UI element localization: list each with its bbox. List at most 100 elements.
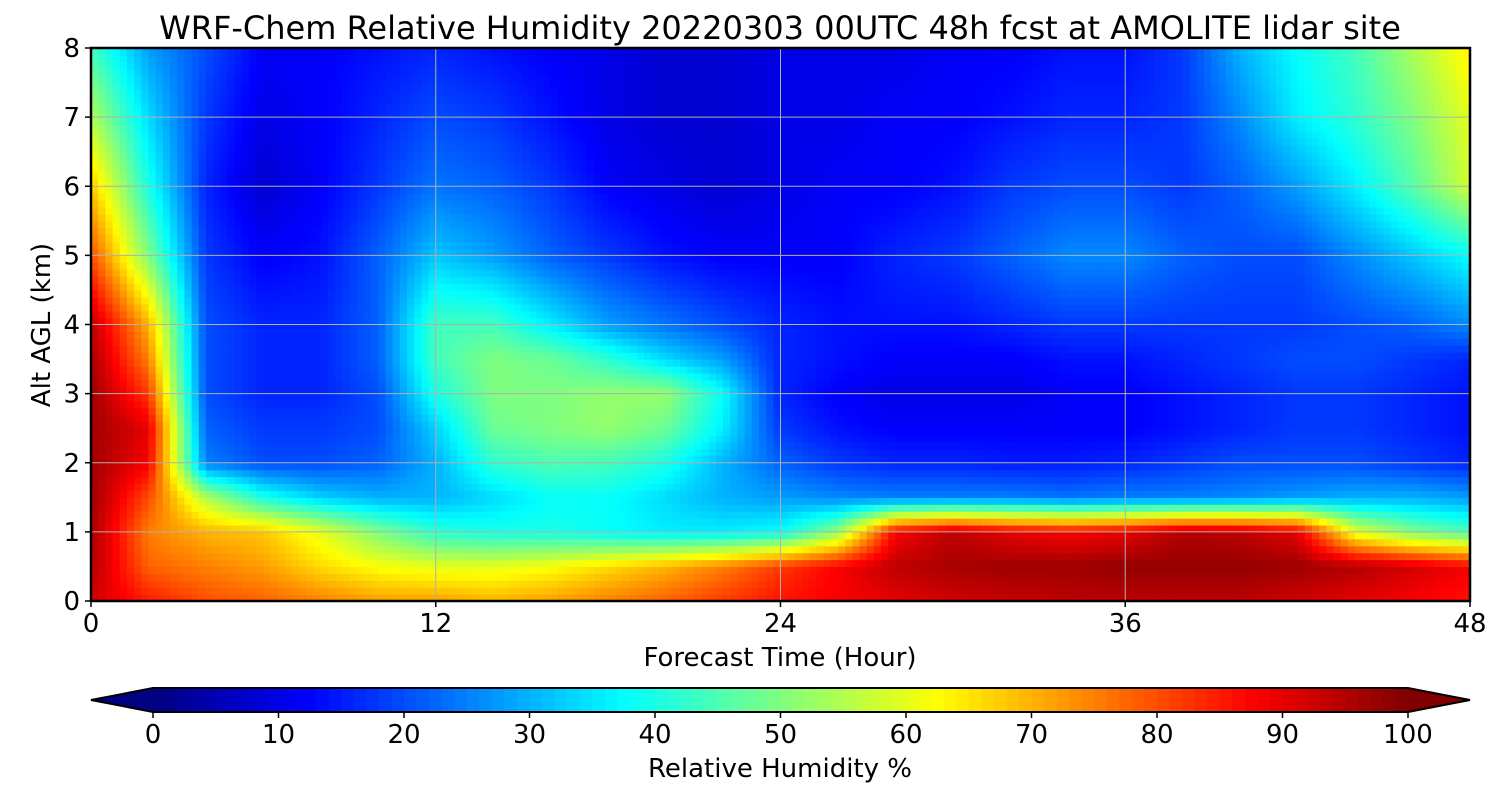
rh-cell <box>414 518 422 526</box>
rh-cell <box>299 518 308 526</box>
rh-cell <box>895 435 904 443</box>
rh-cell <box>967 435 976 443</box>
rh-cell <box>213 511 221 519</box>
rh-cell <box>758 545 767 554</box>
rh-cell <box>457 594 466 601</box>
rh-cell <box>342 587 351 595</box>
rh-cell <box>1067 483 1076 491</box>
rh-cell <box>1118 435 1126 443</box>
rh-cell <box>213 518 221 526</box>
rh-cell <box>399 566 408 574</box>
rh-cell <box>773 455 782 464</box>
rh-cell <box>701 559 710 568</box>
rh-cell <box>1340 538 1349 547</box>
rh-cell <box>1096 483 1105 491</box>
rh-cell <box>184 497 193 505</box>
rh-cell <box>1132 552 1141 561</box>
rh-cell <box>974 469 983 478</box>
rh-cell <box>162 435 171 443</box>
rh-cell <box>1046 483 1055 491</box>
rh-cell <box>586 455 595 464</box>
rh-cell <box>687 435 695 443</box>
rh-cell <box>141 587 150 595</box>
rh-cell <box>292 545 300 554</box>
rh-cell <box>177 455 185 464</box>
rh-cell <box>1182 497 1191 505</box>
rh-cell <box>342 483 351 491</box>
rh-cell <box>1311 469 1320 478</box>
rh-cell <box>91 511 99 519</box>
rh-cell <box>787 511 796 519</box>
rh-cell <box>392 538 401 547</box>
rh-cell <box>457 552 466 561</box>
rh-cell <box>428 469 437 478</box>
rh-cell <box>414 552 422 561</box>
rh-cell <box>1168 538 1177 547</box>
rh-cell <box>1146 442 1155 450</box>
rh-cell <box>1419 518 1428 526</box>
rh-cell <box>924 573 932 581</box>
rh-cell <box>342 531 351 540</box>
rh-cell <box>1053 483 1062 491</box>
rh-cell <box>1168 483 1177 491</box>
rh-cell <box>320 469 329 478</box>
rh-cell <box>773 587 782 595</box>
rh-cell <box>636 552 645 561</box>
rh-cell <box>371 580 379 588</box>
rh-cell <box>177 573 185 581</box>
rh-cell <box>780 552 789 561</box>
rh-cell <box>593 594 602 601</box>
rh-cell <box>1010 442 1019 450</box>
rh-cell <box>1039 469 1047 478</box>
rh-cell <box>521 511 530 519</box>
rh-cell <box>1254 545 1263 554</box>
rh-cell <box>1218 476 1227 485</box>
rh-cell <box>335 580 343 588</box>
rh-cell <box>514 594 523 601</box>
rh-cell <box>895 566 904 574</box>
rh-cell <box>507 448 516 457</box>
rh-cell <box>1031 462 1040 471</box>
rh-cell <box>758 462 767 471</box>
rh-cell <box>335 518 343 526</box>
rh-cell <box>1161 559 1169 568</box>
rh-cell <box>751 504 760 512</box>
rh-cell <box>442 483 451 491</box>
rh-cell <box>112 476 121 485</box>
rh-cell <box>967 538 976 547</box>
rh-cell <box>787 518 796 526</box>
rh-cell <box>521 476 530 485</box>
rh-cell <box>191 497 200 505</box>
rh-cell <box>1132 587 1141 595</box>
rh-cell <box>773 476 782 485</box>
rh-cell <box>1110 524 1119 533</box>
rh-cell <box>557 421 566 429</box>
rh-cell <box>730 428 738 436</box>
rh-cell <box>184 580 193 588</box>
rh-cell <box>845 483 853 491</box>
rh-cell <box>521 497 530 505</box>
rh-cell <box>773 462 782 471</box>
rh-cell <box>586 552 595 561</box>
rh-cell <box>1010 511 1019 519</box>
rh-cell <box>751 448 760 457</box>
rh-cell <box>615 421 624 429</box>
rh-cell <box>1110 580 1119 588</box>
rh-cell <box>679 455 688 464</box>
rh-cell <box>1419 545 1428 554</box>
rh-cell <box>1182 504 1191 512</box>
rh-cell <box>1182 448 1191 457</box>
rh-cell <box>1333 483 1342 491</box>
rh-cell <box>1074 524 1083 533</box>
rh-cell <box>694 442 703 450</box>
rh-cell <box>249 483 257 491</box>
rh-cell <box>931 435 940 443</box>
rh-cell <box>1189 490 1198 498</box>
rh-cell <box>500 566 509 574</box>
rh-cell <box>1362 476 1371 485</box>
rh-cell <box>888 587 897 595</box>
rh-cell <box>385 421 394 429</box>
rh-cell <box>1412 469 1421 478</box>
rh-cell <box>385 559 394 568</box>
rh-cell <box>780 594 789 601</box>
